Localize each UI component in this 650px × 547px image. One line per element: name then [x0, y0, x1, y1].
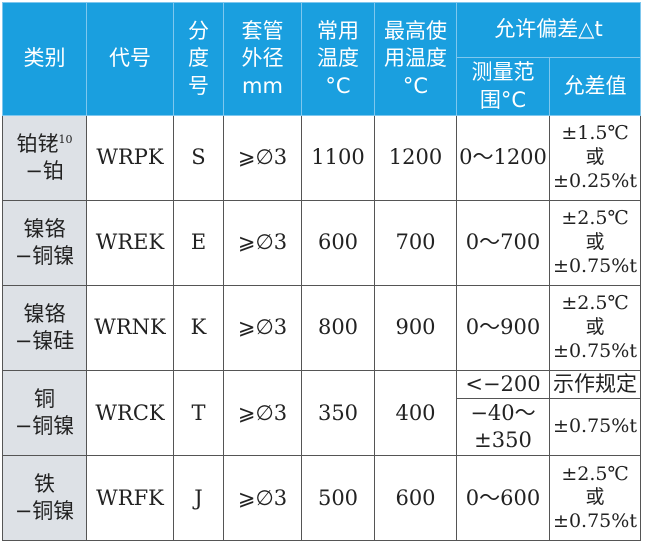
code-cell: WRNK: [86, 285, 174, 371]
code-cell: WRFK: [86, 455, 174, 542]
thermocouple-spec-table: 类别 代号 分度号 套管 外径 mm 常用 温度 °C 最高使 用温度 °C 允许偏差△t …: [2, 2, 642, 542]
header-max-temp: 最高使 用温度 °C: [374, 2, 457, 116]
header-normal-temp: 常用 温度 °C: [301, 2, 375, 116]
header-range: 测量范 围°C: [456, 57, 550, 116]
grad-cell: T: [173, 369, 224, 457]
category-cell: 铜 −铜镍: [2, 369, 87, 457]
range-cell: <−200: [456, 369, 550, 400]
grad-cell: K: [173, 285, 224, 371]
sheath-cell: ⩾∅3: [223, 455, 302, 542]
code-cell: WRCK: [86, 369, 174, 457]
normal-cell: 600: [301, 200, 375, 286]
max-cell: 600: [374, 455, 457, 542]
header-tol-value: 允差值: [548, 57, 642, 116]
sheath-cell: ⩾∅3: [223, 369, 302, 457]
normal-cell: 800: [301, 285, 375, 371]
max-cell: 1200: [374, 115, 457, 201]
header-code: 代号: [86, 2, 174, 116]
tol-cell: ±1.5℃ 或 ±0.25%t: [548, 115, 642, 201]
tol-cell: ±2.5℃ 或 ±0.75%t: [548, 455, 642, 542]
max-cell: 900: [374, 285, 457, 371]
header-graduation: 分度号: [173, 2, 224, 116]
category-cell: 镍铬 −镍硅: [2, 285, 87, 371]
grad-cell: S: [173, 115, 224, 201]
category-cell: 铁 −铜镍: [2, 455, 87, 542]
tol-cell: ±2.5℃ 或 ±0.75%t: [548, 285, 642, 371]
normal-cell: 500: [301, 455, 375, 542]
tol-cell: 示作规定: [548, 369, 642, 400]
tol-cell: ±0.75%t: [548, 398, 642, 457]
header-sheath: 套管 外径 mm: [223, 2, 302, 116]
grad-cell: J: [173, 455, 224, 542]
tol-cell: ±2.5℃ 或 ±0.75%t: [548, 200, 642, 286]
category-cell: 镍铬 −铜镍: [2, 200, 87, 286]
sheath-cell: ⩾∅3: [223, 115, 302, 201]
header-category: 类别: [2, 2, 87, 116]
range-cell: 0～900: [456, 285, 550, 371]
max-cell: 400: [374, 369, 457, 457]
max-cell: 700: [374, 200, 457, 286]
sheath-cell: ⩾∅3: [223, 200, 302, 286]
header-tolerance: 允许偏差△t: [455, 2, 642, 58]
code-cell: WRPK: [86, 115, 174, 201]
range-cell: 0～600: [456, 455, 550, 542]
range-cell: 0～700: [456, 200, 550, 286]
sheath-cell: ⩾∅3: [223, 285, 302, 371]
range-cell: 0～1200: [456, 115, 550, 201]
category-cell: 铂铑10 −铂: [2, 115, 87, 201]
range-cell: −40～ ±350: [456, 398, 550, 457]
normal-cell: 350: [301, 369, 375, 457]
code-cell: WREK: [86, 200, 174, 286]
grad-cell: E: [173, 200, 224, 286]
normal-cell: 1100: [301, 115, 375, 201]
